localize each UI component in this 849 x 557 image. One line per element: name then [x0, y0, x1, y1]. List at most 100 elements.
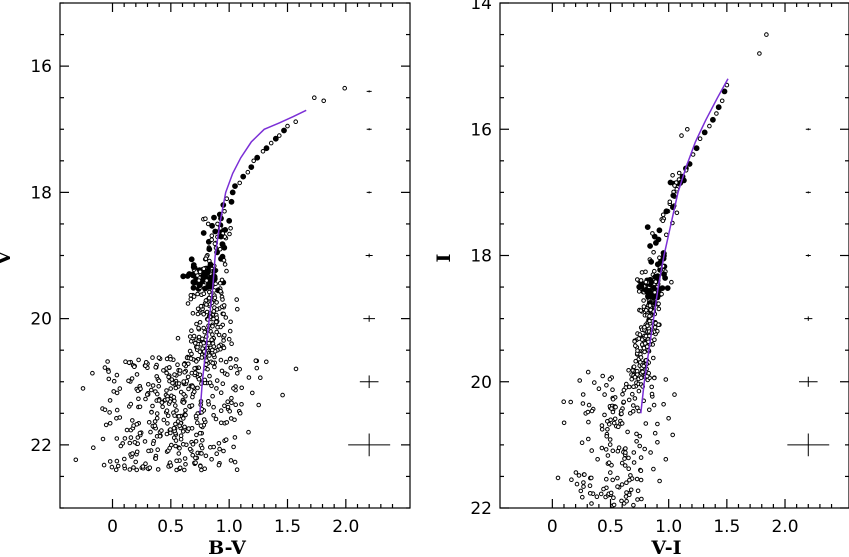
star-point [185, 374, 191, 380]
star-point [642, 446, 648, 452]
x-tick-label: 1.5 [713, 517, 740, 537]
star-point [634, 476, 640, 482]
star-point [173, 421, 178, 427]
star-point [679, 133, 684, 138]
star-point [126, 378, 131, 384]
star-point [321, 98, 327, 104]
star-point [144, 392, 150, 397]
star-point [131, 423, 136, 428]
star-point [342, 85, 348, 91]
star-point [207, 353, 212, 358]
star-point [232, 417, 237, 423]
star-point [764, 32, 769, 37]
star-point [670, 192, 677, 199]
star-point [195, 306, 201, 312]
star-point [190, 272, 197, 279]
star-point [182, 467, 187, 473]
star-point [607, 442, 613, 447]
star-point [638, 355, 644, 360]
star-point [636, 336, 642, 341]
x-axis-label: V-I [650, 537, 681, 557]
star-point [619, 411, 624, 417]
star-point [607, 376, 613, 382]
star-point [661, 271, 667, 278]
star-point [250, 390, 255, 396]
star-point [229, 341, 234, 347]
star-point [214, 378, 220, 383]
star-point [177, 446, 182, 451]
star-point [161, 417, 167, 423]
star-point [118, 443, 124, 449]
star-point [656, 306, 662, 312]
star-point [161, 368, 166, 373]
star-point [624, 480, 629, 486]
star-point [652, 325, 658, 330]
star-point [134, 449, 140, 455]
star-point [206, 399, 211, 404]
star-point [594, 494, 600, 500]
star-point [101, 462, 107, 468]
star-point [160, 404, 165, 410]
star-point [166, 374, 171, 380]
x-tick-label: 0.5 [157, 517, 184, 537]
star-point [656, 227, 663, 234]
star-point [177, 465, 183, 471]
star-point [595, 457, 600, 462]
star-point [209, 233, 215, 238]
star-point [240, 173, 247, 180]
star-point [191, 294, 197, 299]
star-point [202, 377, 208, 383]
star-point [202, 466, 207, 472]
star-point [214, 329, 219, 335]
plot-frame [59, 2, 411, 509]
x-tick-label: 2.0 [771, 517, 798, 537]
star-point [228, 226, 233, 231]
star-point [659, 285, 666, 292]
star-point [218, 390, 224, 396]
star-point [190, 264, 197, 271]
star-point [155, 391, 160, 397]
star-point [114, 458, 120, 464]
star-point [178, 433, 184, 439]
cmd-panel-vi: 0 0.5 1.0 1.5 2.0 14 16 18 20 22 V-I I [433, 0, 849, 557]
star-point [666, 416, 671, 421]
star-point [177, 423, 182, 429]
star-point [602, 392, 607, 397]
star-point [174, 408, 179, 413]
star-point [581, 480, 586, 485]
star-point [607, 437, 613, 442]
star-point [652, 337, 657, 343]
star-point [217, 246, 223, 252]
star-point [676, 170, 682, 176]
star-point [122, 456, 127, 462]
star-point [80, 386, 86, 391]
star-point [630, 409, 636, 414]
star-point [220, 381, 226, 387]
star-point [183, 412, 188, 418]
star-point [647, 313, 652, 319]
star-point [561, 420, 567, 426]
star-point [181, 392, 186, 397]
y-axis-label: I [433, 253, 455, 262]
star-point [657, 478, 662, 484]
star-points [73, 85, 348, 473]
star-point [246, 375, 252, 380]
y-tick-label: 20 [470, 373, 492, 393]
star-point [203, 453, 209, 459]
star-point [624, 498, 629, 504]
star-point [154, 415, 160, 421]
star-point [195, 385, 200, 391]
star-point [245, 169, 251, 175]
y-axis-label: V [0, 249, 15, 266]
star-point [196, 376, 202, 382]
star-point [214, 307, 220, 312]
star-point [605, 453, 611, 458]
star-point [648, 279, 655, 285]
star-point [150, 383, 156, 388]
star-point [710, 116, 716, 123]
star-point [138, 386, 143, 392]
x-tick-label: 0 [547, 517, 558, 537]
star-point [181, 416, 186, 421]
y-tick-label: 18 [470, 247, 492, 267]
star-point [263, 145, 270, 152]
